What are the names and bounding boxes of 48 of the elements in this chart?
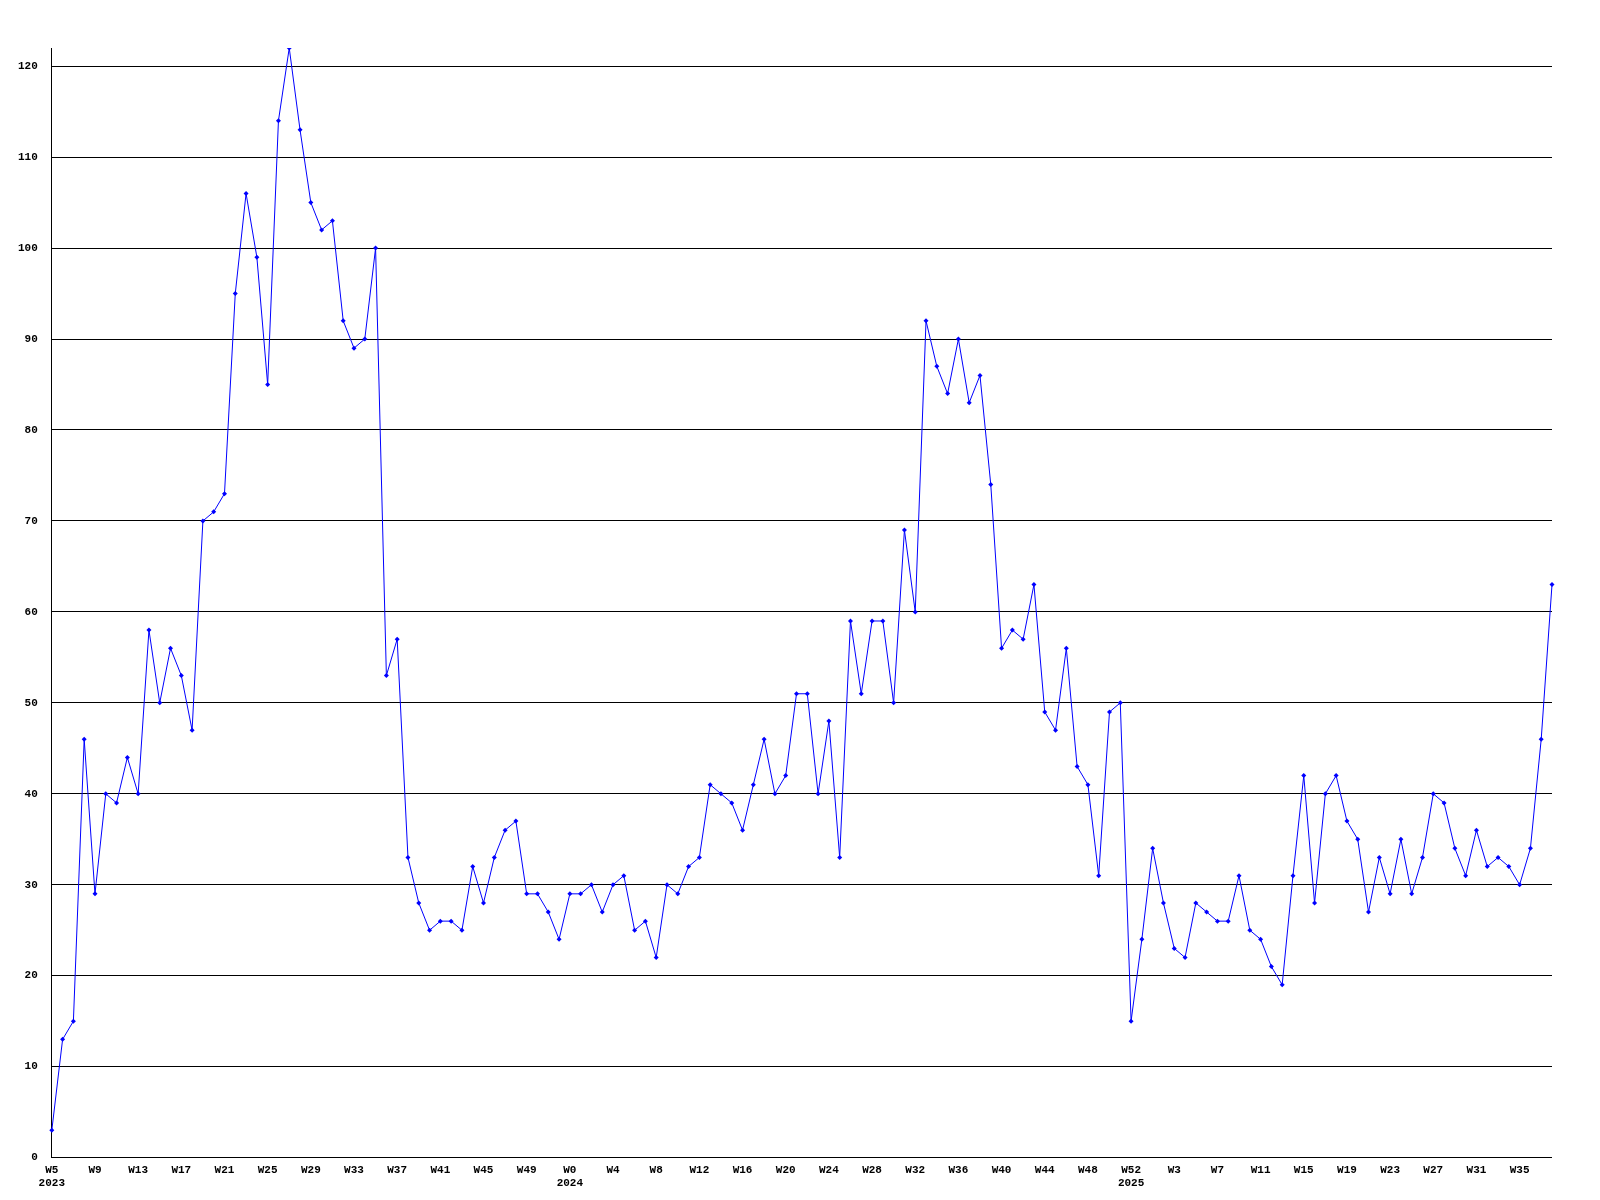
x-tick-label: W45 (473, 1163, 494, 1176)
y-tick-label: 20 (24, 969, 38, 982)
x-tick-label: W35 (1509, 1163, 1530, 1176)
x-tick-label: W49 (516, 1163, 537, 1176)
x-tick-label: W11 (1250, 1163, 1271, 1176)
x-tick-label: W41 (430, 1163, 451, 1176)
x-tick-label: W23 (1380, 1163, 1401, 1176)
y-tick-label: 60 (24, 605, 38, 618)
x-tick-label: W13 (128, 1163, 149, 1176)
x-tick-label: W9 (88, 1163, 102, 1176)
x-tick-label: W17 (171, 1163, 192, 1176)
y-tick-label: 80 (24, 423, 38, 436)
x-tick-label: W4 (606, 1163, 621, 1176)
y-tick-label: 100 (17, 241, 38, 254)
y-tick-label: 30 (24, 878, 38, 891)
x-tick-label: W33 (344, 1163, 365, 1176)
y-tick-label: 10 (24, 1060, 38, 1073)
y-tick-label: 110 (17, 150, 38, 163)
x-tick-label: W7 (1210, 1163, 1225, 1176)
x-tick-label: W20 (775, 1163, 796, 1176)
x-tick-label: W8 (649, 1163, 664, 1176)
y-tick-label: 40 (24, 787, 38, 800)
y-tick-label: 120 (17, 59, 38, 72)
x-tick-label: W28 (862, 1163, 883, 1176)
x-tick-label: W52 2025 (1117, 1163, 1145, 1190)
x-tick-label: W19 (1337, 1163, 1357, 1176)
x-tick-label: W15 (1293, 1163, 1315, 1176)
x-tick-label: W0 2024 (556, 1163, 584, 1190)
x-tick-label: W32 (905, 1163, 926, 1176)
x-tick-label: W3 (1167, 1163, 1182, 1176)
x-tick-label: W40 (991, 1163, 1012, 1176)
x-tick-label: W25 (257, 1163, 278, 1176)
x-tick-label: W31 (1466, 1163, 1487, 1176)
y-tick-label: 90 (24, 332, 38, 345)
y-tick-label: 70 (24, 514, 38, 527)
y-tick-label: 50 (24, 696, 38, 709)
x-tick-label: W37 (387, 1163, 408, 1176)
x-tick-label: W16 (732, 1163, 753, 1176)
x-tick-label: W27 (1423, 1163, 1444, 1176)
x-tick-label: W24 (818, 1163, 840, 1176)
x-tick-label: W44 (1034, 1163, 1056, 1176)
x-tick-label: W21 (214, 1163, 235, 1176)
x-tick-label: W36 (948, 1163, 969, 1176)
y-tick-label: 0 (31, 1151, 38, 1164)
x-tick-label: W29 (300, 1163, 321, 1176)
x-tick-label: W48 (1078, 1163, 1099, 1176)
x-tick-label: W5 2023 (38, 1163, 66, 1190)
x-tick-label: W12 (689, 1163, 710, 1176)
